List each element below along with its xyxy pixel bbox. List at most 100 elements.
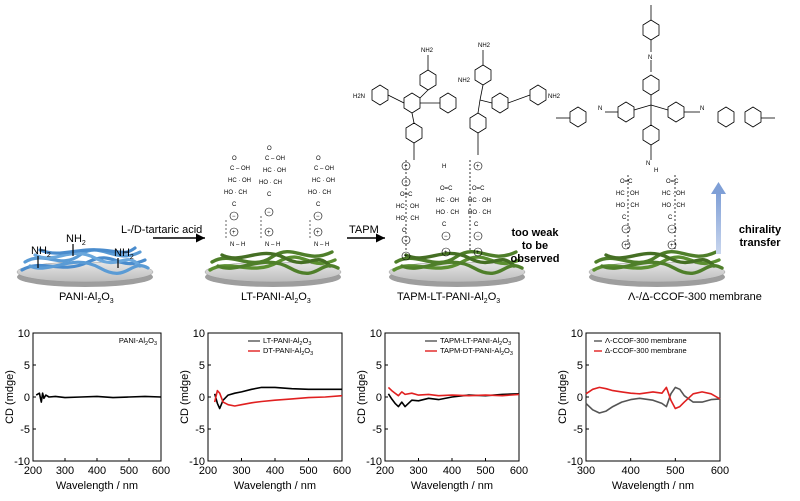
y-tick-label: 5 <box>376 360 382 372</box>
svg-text:C: C <box>402 228 407 234</box>
svg-text:−: − <box>316 214 320 220</box>
x-tick-label: 200 <box>199 465 217 477</box>
x-tick-label: 500 <box>666 465 684 477</box>
y-tick-label: 5 <box>199 360 205 372</box>
svg-text:HC · OH: HC · OH <box>312 178 335 184</box>
x-axis-label: Wavelength / nm <box>612 480 694 492</box>
svg-text:to be: to be <box>522 240 548 252</box>
ccof-acid-chains: O=C HC · OH HO · CH C − + O=C HC · OH HO · … <box>616 179 685 250</box>
x-tick-label: 300 <box>232 465 250 477</box>
svg-text:H2N: H2N <box>353 94 365 100</box>
svg-text:C: C <box>474 222 479 228</box>
series-line-2 <box>585 386 721 410</box>
tapm-lt-pani-disc: NH2 NH2 H2N NH2 NH2 + − O=C HC · OH HO · … <box>353 43 561 287</box>
svg-text:C: C <box>622 215 627 221</box>
y-tick-label: -10 <box>14 456 30 468</box>
series-line-2 <box>387 386 520 397</box>
stage-label: PANI-Al2O3 <box>59 291 114 305</box>
ccof-chem-labels: N N N N H <box>598 55 704 174</box>
svg-text:C – OH: C – OH <box>230 166 250 172</box>
svg-text:C: C <box>232 202 237 208</box>
svg-text:N: N <box>646 161 650 167</box>
svg-text:N – H: N – H <box>265 242 280 248</box>
nh2-label: NH2 <box>31 245 51 259</box>
x-tick-label: 400 <box>443 465 461 477</box>
svg-text:HO · CH: HO · CH <box>468 210 491 216</box>
green-fibers <box>592 250 724 275</box>
svg-text:C: C <box>442 222 447 228</box>
y-tick-label: 5 <box>577 360 583 372</box>
svg-text:C: C <box>267 192 272 198</box>
svg-text:C – OH: C – OH <box>265 156 285 162</box>
svg-text:O=C: O=C <box>400 192 413 198</box>
svg-text:N: N <box>598 106 602 112</box>
svg-text:too weak: too weak <box>511 227 559 239</box>
y-tick-label: -5 <box>195 424 205 436</box>
svg-text:O=C: O=C <box>440 186 453 192</box>
svg-text:C – OH: C – OH <box>314 166 334 172</box>
chirality-note: chirality transfer <box>739 224 782 249</box>
svg-text:HC · OH: HC · OH <box>616 191 639 197</box>
x-axis-label: Wavelength / nm <box>56 480 138 492</box>
pani-disc: NH2 NH2 NH2 <box>16 233 154 287</box>
svg-text:NH2: NH2 <box>458 78 471 84</box>
x-axis-label: Wavelength / nm <box>411 480 493 492</box>
tapm-acid-chains: + − O=C HC · OH HO · CH C − + H O=C HC · OH… <box>396 161 491 261</box>
svg-text:−: − <box>476 234 480 240</box>
series-line-1 <box>213 386 342 410</box>
y-tick-label: 10 <box>193 328 205 340</box>
svg-text:O=C: O=C <box>472 186 485 192</box>
svg-text:HO · CH: HO · CH <box>662 203 685 209</box>
svg-text:HO · CH: HO · CH <box>616 203 639 209</box>
legend-label: TAPM-LT-PANI-Al2O3 <box>440 336 511 347</box>
svg-text:−: − <box>404 238 408 244</box>
series-line-1 <box>585 386 721 414</box>
reagent-label: TAPM <box>349 224 379 236</box>
svg-text:HO · CH: HO · CH <box>436 210 459 216</box>
svg-text:+: + <box>670 243 674 249</box>
too-weak-note: too weak to be observed <box>511 227 560 265</box>
ccof-structure <box>556 5 775 250</box>
x-tick-label: 500 <box>120 465 138 477</box>
svg-text:−: − <box>624 227 628 233</box>
top-scheme: NH2 NH2 NH2 PANI-Al2O3 L-/D-tartaric aci… <box>16 5 782 305</box>
svg-text:−: − <box>404 180 408 186</box>
x-tick-label: 300 <box>577 465 595 477</box>
lt-pani-disc: O C – OH HC · OH HO · CH C − + N – H O C – OH… <box>204 146 342 287</box>
stage-label: LT-PANI-Al2O3 <box>241 291 311 305</box>
svg-text:HC · OH: HC · OH <box>396 204 419 210</box>
x-tick-label: 400 <box>266 465 284 477</box>
svg-text:NH2: NH2 <box>421 48 434 54</box>
y-tick-label: 5 <box>24 360 30 372</box>
tartaric-acid-chains: O C – OH HC · OH HO · CH C − + N – H O C – OH… <box>224 146 335 248</box>
green-fibers <box>208 250 340 275</box>
y-tick-label: -10 <box>366 456 382 468</box>
svg-text:+: + <box>404 164 408 170</box>
y-tick-label: 10 <box>571 328 583 340</box>
svg-text:HO · CH: HO · CH <box>259 180 282 186</box>
svg-text:−: − <box>670 227 674 233</box>
x-tick-label: 500 <box>476 465 494 477</box>
x-axis-label: Wavelength / nm <box>234 480 316 492</box>
svg-text:O=C: O=C <box>666 179 679 185</box>
svg-text:N: N <box>648 55 652 61</box>
svg-text:−: − <box>267 210 271 216</box>
nh2-label: NH2 <box>114 247 134 261</box>
x-tick-label: 600 <box>711 465 729 477</box>
y-tick-label: 0 <box>199 392 205 404</box>
svg-text:HC · OH: HC · OH <box>228 178 251 184</box>
y-tick-label: 10 <box>18 328 30 340</box>
svg-text:N: N <box>700 106 704 112</box>
x-tick-label: 600 <box>510 465 528 477</box>
svg-text:H: H <box>654 168 658 174</box>
x-tick-label: 600 <box>333 465 351 477</box>
cd-chart-1: -10 -5 0 5 10 200 300 400 500 600 Wavelength / nm C… <box>4 328 170 492</box>
x-tick-label: 500 <box>299 465 317 477</box>
svg-text:N – H: N – H <box>314 242 329 248</box>
x-tick-label: 200 <box>376 465 394 477</box>
green-fibers <box>392 250 524 275</box>
cd-chart-3: -10 -5 0 5 10 200 300 400 500 600 Wavelength / nm C… <box>356 328 528 492</box>
nh2-groups <box>37 244 119 268</box>
svg-text:NH2: NH2 <box>548 94 561 100</box>
svg-text:N – H: N – H <box>230 242 245 248</box>
